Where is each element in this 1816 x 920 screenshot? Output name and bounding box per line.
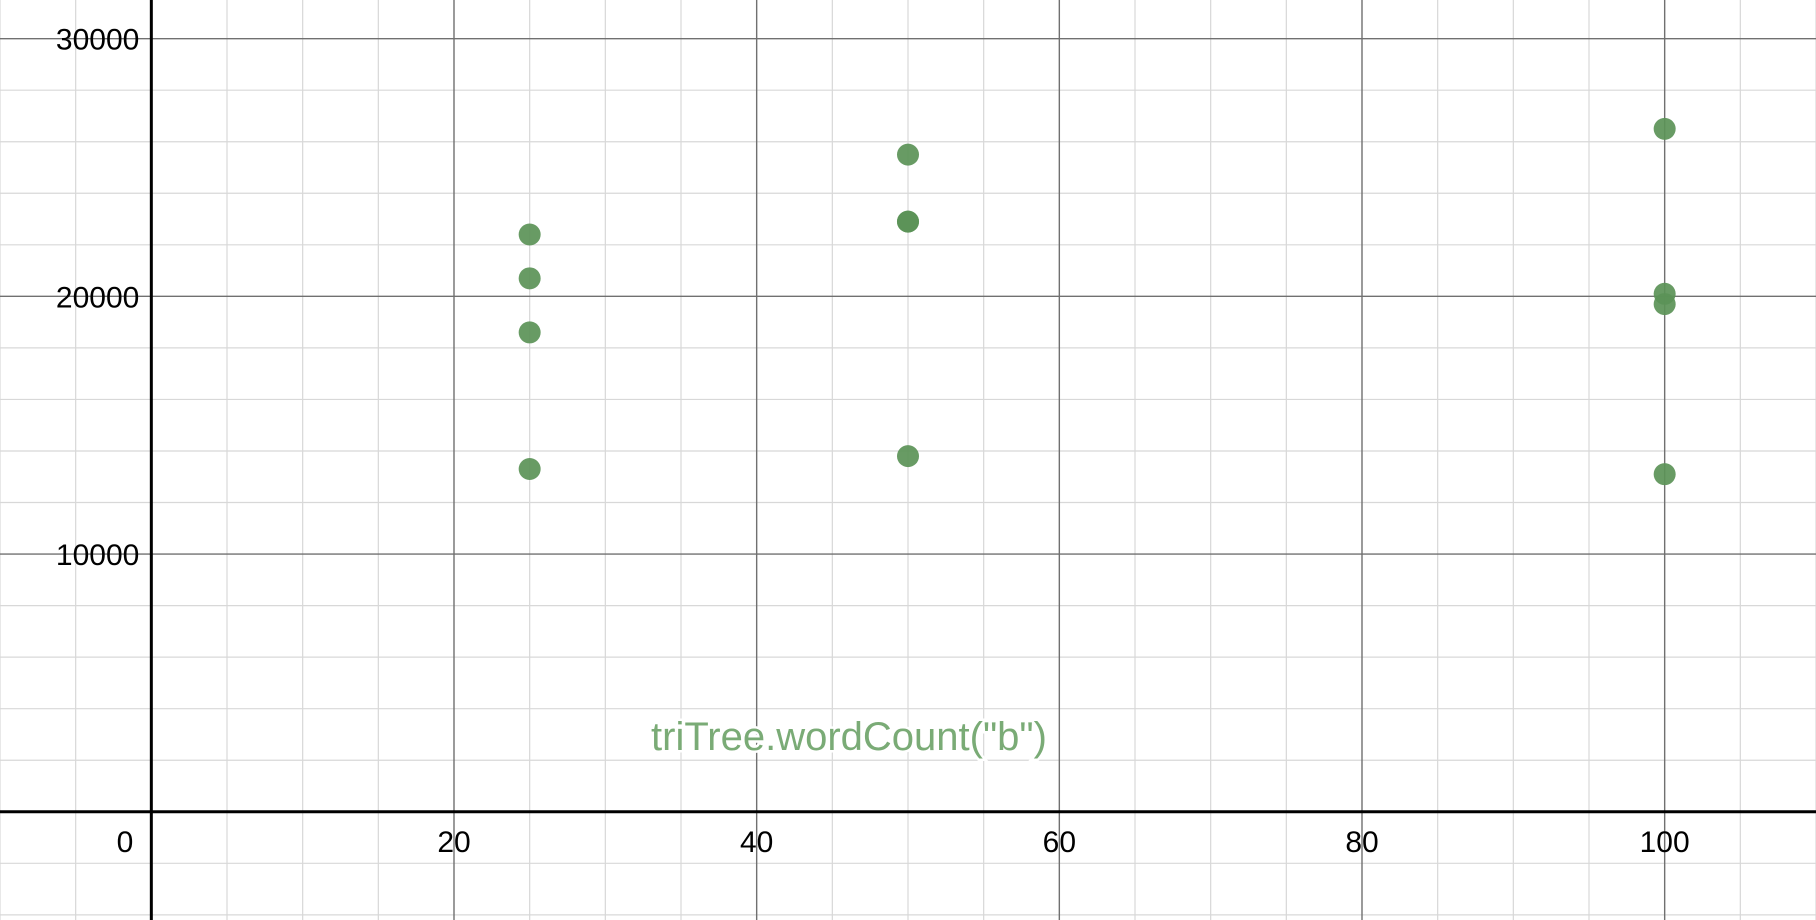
data-point [1653,293,1676,316]
x-tick-label: 0 [117,826,134,859]
y-tick-label: 30000 [56,24,139,57]
x-tick-label: 40 [740,826,773,859]
y-tick-label: 10000 [56,539,139,572]
data-point [1653,117,1676,140]
data-point [518,321,541,344]
data-points [518,117,1676,486]
data-point [897,445,919,468]
data-point [518,458,541,481]
data-point [518,223,541,246]
tick-labels: 0 20 40 60 80 100 10000 20000 30000 [56,24,1690,859]
chart-annotation: triTree.wordCount("b") [651,715,1047,759]
data-point [518,267,541,290]
data-point [897,210,919,233]
y-tick-label: 20000 [56,281,139,314]
x-tick-label: 20 [437,826,470,859]
data-point [897,143,919,166]
x-tick-label: 60 [1043,826,1076,859]
data-point [1653,463,1676,486]
x-tick-label: 80 [1345,826,1378,859]
x-tick-label: 100 [1640,826,1690,859]
